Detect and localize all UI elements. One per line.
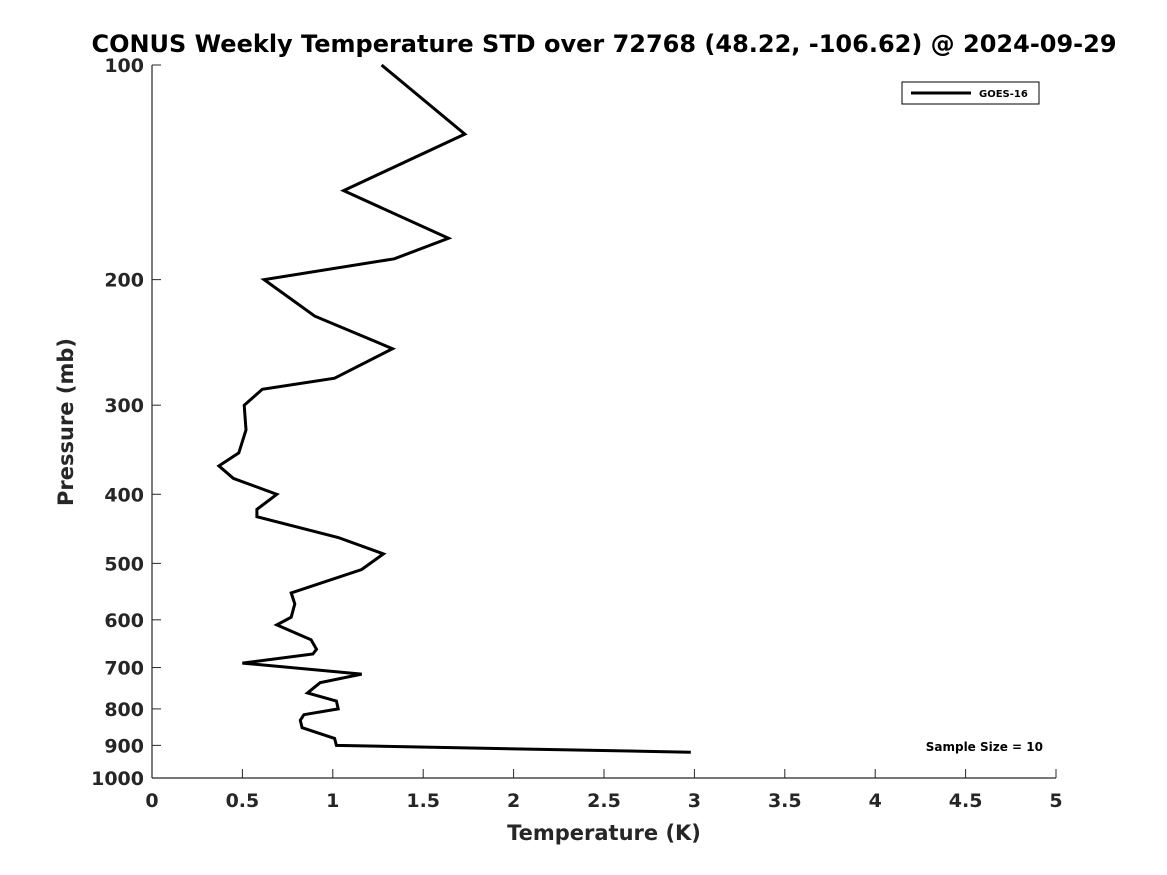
x-tick-label: 1.5 — [406, 790, 440, 812]
y-tick-label: 300 — [104, 395, 144, 417]
y-tick-label: 800 — [104, 699, 144, 721]
legend-label: GOES-16 — [979, 89, 1028, 100]
x-tick-label: 2 — [507, 790, 520, 812]
chart-title: CONUS Weekly Temperature STD over 72768 … — [91, 30, 1116, 58]
y-tick-label: 500 — [104, 553, 144, 575]
x-tick-label: 1 — [326, 790, 339, 812]
y-tick-label: 1000 — [91, 768, 144, 790]
y-tick-label: 900 — [104, 735, 144, 757]
x-tick-label: 5 — [1049, 790, 1062, 812]
x-axis-label: Temperature (K) — [507, 821, 701, 845]
sample-size-annotation: Sample Size = 10 — [926, 740, 1043, 754]
x-tick-label: 3 — [688, 790, 701, 812]
x-tick-label: 0.5 — [226, 790, 260, 812]
x-tick-label: 0 — [145, 790, 158, 812]
y-tick-label: 100 — [104, 55, 144, 77]
y-axis-label: Pressure (mb) — [54, 338, 78, 506]
y-tick-label: 700 — [104, 658, 144, 680]
y-tick-label: 400 — [104, 484, 144, 506]
x-tick-label: 4 — [869, 790, 882, 812]
x-tick-label: 2.5 — [587, 790, 621, 812]
series-line-goes-16 — [216, 63, 691, 754]
tick-marks — [151, 64, 1057, 779]
x-tick-label: 3.5 — [768, 790, 802, 812]
y-tick-label: 200 — [104, 270, 144, 292]
y-tick-label: 600 — [104, 610, 144, 632]
x-tick-label: 4.5 — [949, 790, 983, 812]
